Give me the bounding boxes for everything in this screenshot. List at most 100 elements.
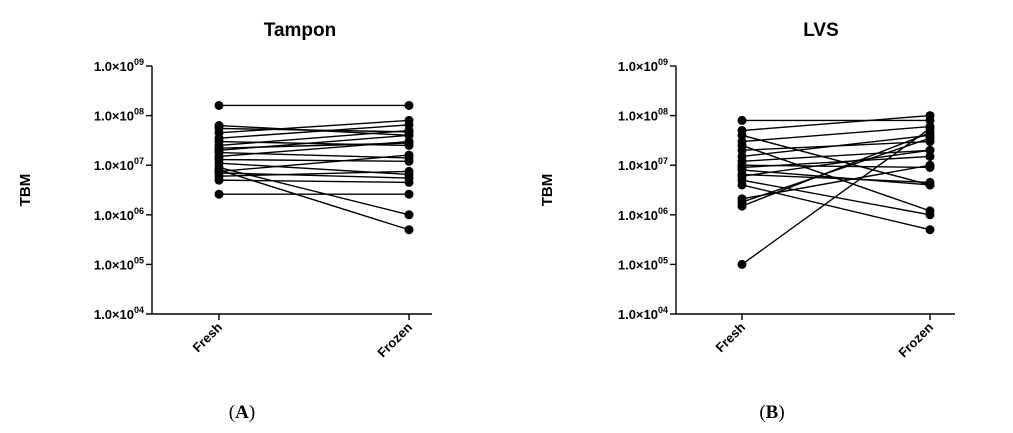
y-tick-base: 1.0×10: [94, 158, 134, 173]
data-point-fresh: [737, 180, 747, 190]
data-point-frozen: [404, 130, 414, 140]
pair-line: [741, 155, 931, 169]
y-tick-exponent: 08: [658, 107, 668, 117]
y-tick-base: 1.0×10: [94, 59, 134, 74]
data-point-fresh: [737, 115, 747, 125]
y-tick-base: 1.0×10: [618, 307, 658, 322]
panel-lvs: LVS TBM 1.0×10091.0×10081.0×10071.0×1006…: [539, 20, 955, 423]
x-category-label: Frozen: [895, 319, 936, 360]
panel-letter: B: [766, 402, 779, 423]
data-point-fresh: [737, 259, 747, 269]
y-tick-exponent: 07: [658, 156, 668, 166]
y-tick-exponent: 06: [134, 206, 144, 216]
pair-line: [218, 129, 410, 147]
panel-label: (A): [229, 402, 255, 423]
data-point-frozen: [925, 210, 935, 220]
data-point-frozen: [925, 177, 935, 187]
data-point-frozen: [925, 160, 935, 170]
pair-line: [741, 125, 931, 143]
y-tick-label: 1.0×1008: [94, 107, 144, 124]
data-point-fresh: [214, 175, 224, 185]
x-category-label: Frozen: [374, 319, 415, 360]
y-tick-base: 1.0×10: [94, 109, 134, 124]
y-tick-base: 1.0×10: [94, 208, 134, 223]
data-point-frozen: [404, 100, 414, 110]
y-tick-label: 1.0×1005: [618, 255, 668, 272]
x-category-labels: Fresh Frozen: [712, 319, 936, 360]
data-points: [737, 111, 935, 269]
y-tick-label: 1.0×1004: [94, 305, 144, 322]
pair-line: [218, 134, 410, 151]
data-point-frozen: [404, 189, 414, 199]
y-tick-exponent: 08: [134, 107, 144, 117]
y-tick-exponent: 09: [658, 57, 668, 67]
pair-line: [218, 169, 410, 231]
chart-title: Tampon: [264, 20, 336, 41]
pair-line: [741, 134, 931, 158]
pair-line: [741, 134, 931, 186]
paired-lines: [218, 104, 410, 231]
y-tick-base: 1.0×10: [618, 59, 658, 74]
data-point-frozen: [925, 225, 935, 235]
data-point-frozen: [404, 210, 414, 220]
y-tick-base: 1.0×10: [618, 208, 658, 223]
data-point-frozen: [925, 111, 935, 121]
pair-line: [218, 179, 410, 184]
plot-axes: [670, 65, 955, 320]
pair-line: [741, 149, 931, 162]
data-point-frozen: [404, 150, 414, 160]
y-tick-label: 1.0×1006: [618, 206, 668, 223]
y-tick-exponent: 07: [134, 156, 144, 166]
data-point-frozen: [404, 156, 414, 166]
y-tick-base: 1.0×10: [618, 257, 658, 272]
y-tick-exponent: 05: [134, 255, 144, 265]
y-tick-exponent: 09: [134, 57, 144, 67]
data-point-frozen: [404, 137, 414, 147]
data-point-frozen: [404, 225, 414, 235]
y-tick-label: 1.0×1006: [94, 206, 144, 223]
pair-line: [741, 114, 931, 132]
chart-title: LVS: [803, 20, 839, 41]
y-tick-exponent: 04: [134, 305, 144, 315]
pair-line: [741, 127, 931, 265]
data-point-frozen: [925, 123, 935, 133]
pair-line: [741, 184, 931, 231]
y-tick-label: 1.0×1009: [94, 57, 144, 74]
pair-line: [218, 172, 410, 179]
y-tick-base: 1.0×10: [618, 158, 658, 173]
y-tick-labels: 1.0×10091.0×10081.0×10071.0×10061.0×1005…: [94, 57, 144, 322]
data-point-fresh: [214, 189, 224, 199]
y-tick-base: 1.0×10: [618, 109, 658, 124]
y-tick-exponent: 05: [658, 255, 668, 265]
x-category-label: Fresh: [712, 319, 748, 355]
y-tick-label: 1.0×1007: [618, 156, 668, 173]
y-tick-exponent: 04: [658, 305, 668, 315]
y-tick-base: 1.0×10: [94, 257, 134, 272]
y-tick-base: 1.0×10: [94, 307, 134, 322]
plot-axes: [146, 65, 432, 320]
y-axis-label: TBM: [539, 174, 556, 207]
pair-line: [741, 173, 931, 184]
y-axis-label: TBM: [17, 174, 34, 207]
pair-line: [218, 140, 410, 158]
pair-line: [218, 124, 410, 139]
y-tick-label: 1.0×1005: [94, 255, 144, 272]
pair-line: [218, 154, 410, 173]
data-point-fresh: [737, 201, 747, 211]
panel-label: (B): [759, 402, 784, 423]
pair-line: [741, 149, 931, 177]
data-point-fresh: [737, 145, 747, 155]
y-tick-label: 1.0×1004: [618, 305, 668, 322]
pair-line: [218, 170, 410, 177]
data-point-frozen: [925, 145, 935, 155]
paired-lines: [741, 114, 931, 265]
panel-letter: A: [235, 402, 249, 423]
y-tick-label: 1.0×1009: [618, 57, 668, 74]
y-tick-exponent: 06: [658, 206, 668, 216]
y-tick-label: 1.0×1007: [94, 156, 144, 173]
pair-line: [218, 158, 410, 162]
y-tick-label: 1.0×1008: [618, 107, 668, 124]
data-point-fresh: [737, 130, 747, 140]
x-category-labels: Fresh Frozen: [189, 319, 415, 360]
